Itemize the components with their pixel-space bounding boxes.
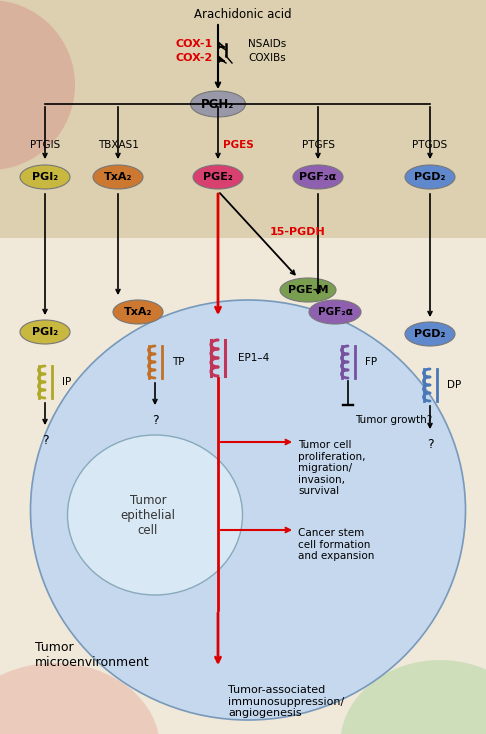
Text: ?: ? [427, 437, 434, 451]
Ellipse shape [405, 165, 455, 189]
Text: PGD₂: PGD₂ [414, 172, 446, 182]
Text: ?: ? [152, 413, 158, 426]
Bar [0, 0, 486, 238]
Text: PGE₂: PGE₂ [203, 172, 233, 182]
Text: Cancer stem
cell formation
and expansion: Cancer stem cell formation and expansion [298, 528, 374, 562]
Ellipse shape [0, 0, 75, 170]
Text: Tumor cell
proliferation,
migration/
invasion,
survival: Tumor cell proliferation, migration/ inv… [298, 440, 365, 496]
Text: PTGDS: PTGDS [413, 140, 448, 150]
Text: PGH₂: PGH₂ [201, 98, 235, 111]
Ellipse shape [309, 300, 361, 324]
Ellipse shape [193, 165, 243, 189]
Text: Tumor
microenvironment: Tumor microenvironment [35, 641, 150, 669]
Ellipse shape [31, 300, 466, 720]
Ellipse shape [0, 663, 160, 734]
Text: NSAIDs: NSAIDs [248, 39, 286, 49]
Ellipse shape [20, 320, 70, 344]
Text: COX-2: COX-2 [176, 53, 213, 63]
Text: Tumor
epithelial
cell: Tumor epithelial cell [121, 493, 175, 537]
Text: DP: DP [447, 380, 461, 390]
Text: 15-PGDH: 15-PGDH [270, 227, 326, 237]
Text: ?: ? [42, 434, 48, 446]
Ellipse shape [280, 278, 336, 302]
Ellipse shape [293, 165, 343, 189]
Text: COXIBs: COXIBs [248, 53, 286, 63]
Ellipse shape [340, 660, 486, 734]
Text: PGI₂: PGI₂ [32, 172, 58, 182]
Text: COX-1: COX-1 [176, 39, 213, 49]
Text: EP1–4: EP1–4 [238, 353, 269, 363]
Text: PGD₂: PGD₂ [414, 329, 446, 339]
Text: Tumor growth?: Tumor growth? [355, 415, 432, 425]
Text: TxA₂: TxA₂ [124, 307, 152, 317]
Text: TBXAS1: TBXAS1 [98, 140, 139, 150]
Ellipse shape [93, 165, 143, 189]
Text: PGF₂α: PGF₂α [299, 172, 337, 182]
Text: PTGFS: PTGFS [301, 140, 334, 150]
Ellipse shape [68, 435, 243, 595]
Text: TxA₂: TxA₂ [104, 172, 132, 182]
Text: TP: TP [172, 357, 185, 367]
Text: Arachidonic acid: Arachidonic acid [194, 7, 292, 21]
Ellipse shape [191, 91, 245, 117]
Text: PGE-M: PGE-M [288, 285, 328, 295]
Ellipse shape [405, 322, 455, 346]
Text: PTGIS: PTGIS [30, 140, 60, 150]
Text: PGI₂: PGI₂ [32, 327, 58, 337]
Text: FP: FP [365, 357, 377, 367]
Text: IP: IP [62, 377, 71, 387]
Ellipse shape [113, 300, 163, 324]
Ellipse shape [20, 165, 70, 189]
Text: PGF₂α: PGF₂α [317, 307, 352, 317]
Text: PGES: PGES [223, 140, 254, 150]
Text: Tumor-associated
immunosuppression/
angiogenesis: Tumor-associated immunosuppression/ angi… [228, 685, 344, 718]
